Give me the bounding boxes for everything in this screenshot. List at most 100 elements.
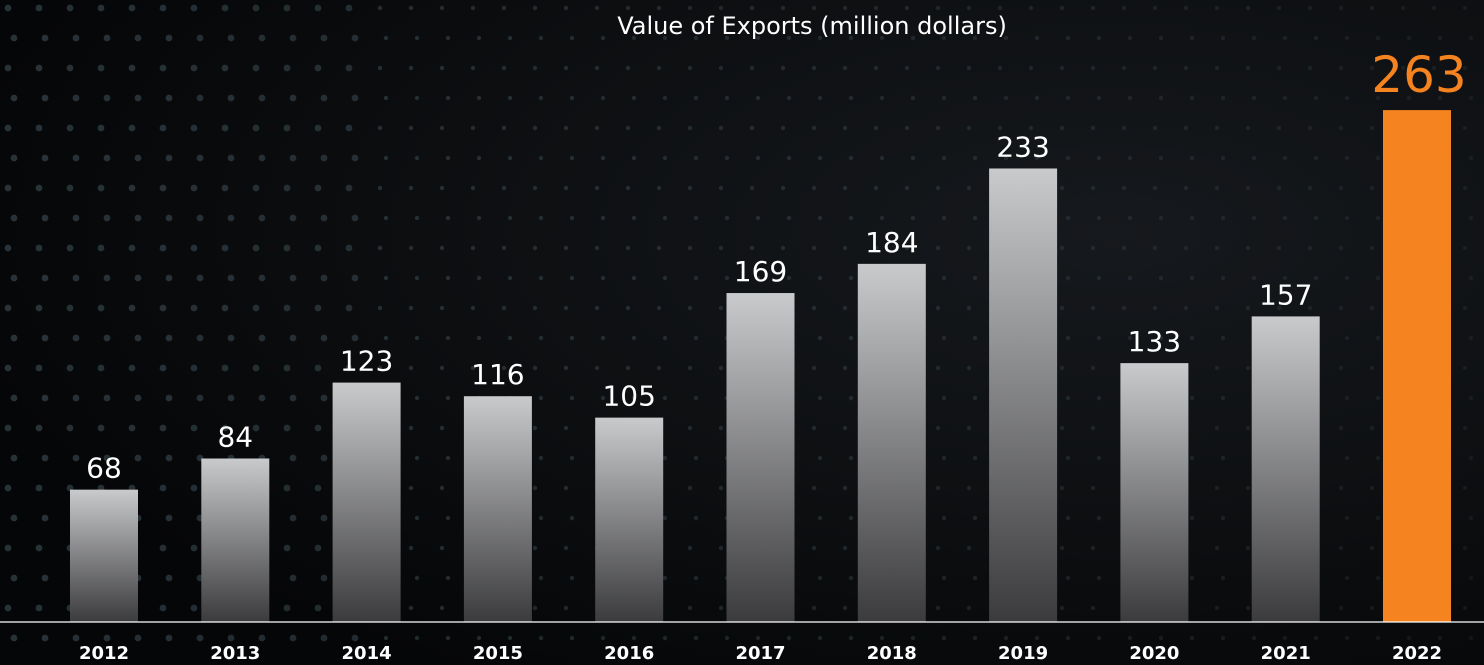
background-dot xyxy=(1189,395,1195,401)
background-dot xyxy=(103,274,111,282)
background-dot xyxy=(997,125,1003,131)
background-dot xyxy=(314,244,322,252)
background-dot xyxy=(1282,275,1288,281)
background-dot xyxy=(408,305,414,311)
background-dot xyxy=(1096,455,1102,461)
background-dot xyxy=(227,394,235,402)
background-dot xyxy=(1468,335,1474,341)
background-dot xyxy=(656,365,662,371)
background-dot xyxy=(439,245,445,251)
background-dot xyxy=(848,95,854,101)
background-dot xyxy=(873,65,879,71)
background-dot xyxy=(693,215,699,221)
background-dot xyxy=(1344,575,1350,581)
background-dot xyxy=(563,305,569,311)
background-dot xyxy=(165,214,173,222)
background-dot xyxy=(103,34,111,42)
background-dot xyxy=(966,305,972,311)
background-dot xyxy=(656,125,662,131)
background-dot xyxy=(997,5,1003,11)
background-dot xyxy=(159,544,167,552)
background-dot xyxy=(662,335,668,341)
background-dot xyxy=(532,545,538,551)
background-dot xyxy=(252,364,260,372)
background-dot xyxy=(563,485,569,491)
background-dot xyxy=(532,185,538,191)
background-dot xyxy=(1406,95,1412,101)
background-dot xyxy=(414,275,420,281)
background-dot xyxy=(134,214,142,222)
background-dot xyxy=(1189,575,1195,581)
background-dot xyxy=(1338,605,1344,611)
background-dot xyxy=(258,274,266,282)
background-dot xyxy=(408,5,414,11)
background-dot xyxy=(41,94,49,102)
background-dot xyxy=(377,185,383,191)
background-dot xyxy=(470,305,476,311)
background-dot xyxy=(258,34,266,42)
background-dot xyxy=(1462,545,1468,551)
background-dot xyxy=(1468,35,1474,41)
background-dot xyxy=(842,245,848,251)
background-dot xyxy=(66,124,74,132)
background-dot xyxy=(848,275,854,281)
background-dot xyxy=(159,424,167,432)
background-dot xyxy=(97,4,105,12)
background-dot xyxy=(258,154,266,162)
background-dot xyxy=(935,605,941,611)
background-dot xyxy=(532,245,538,251)
background-dot xyxy=(1065,155,1071,161)
background-dot xyxy=(41,394,49,402)
background-dot xyxy=(693,455,699,461)
background-dot xyxy=(1034,95,1040,101)
background-dot xyxy=(718,185,724,191)
background-dot xyxy=(724,275,730,281)
background-dot xyxy=(817,155,823,161)
background-dot xyxy=(662,155,668,161)
background-dot xyxy=(842,185,848,191)
background-dot xyxy=(190,484,198,492)
background-dot xyxy=(662,635,668,641)
background-dot xyxy=(1375,335,1381,341)
background-dot xyxy=(842,545,848,551)
background-dot xyxy=(1214,605,1220,611)
background-dot xyxy=(377,5,383,11)
background-dot xyxy=(159,604,167,612)
background-dot xyxy=(755,35,761,41)
background-dot xyxy=(1065,635,1071,641)
bar-2014 xyxy=(332,382,401,622)
background-dot xyxy=(221,4,229,12)
background-dot xyxy=(538,455,544,461)
background-dot xyxy=(817,635,823,641)
background-dot xyxy=(563,5,569,11)
background-dot xyxy=(314,64,322,72)
background-dot xyxy=(1096,395,1102,401)
background-dot xyxy=(879,215,885,221)
background-dot xyxy=(1338,245,1344,251)
background-dot xyxy=(594,65,600,71)
background-dot xyxy=(532,425,538,431)
background-dot xyxy=(128,244,136,252)
background-dot xyxy=(941,395,947,401)
background-dot xyxy=(1338,425,1344,431)
background-dot xyxy=(414,35,420,41)
background-dot xyxy=(289,514,297,522)
x-tick-label-2016: 2016 xyxy=(604,643,654,664)
background-dot xyxy=(283,124,291,132)
background-dot xyxy=(532,125,538,131)
background-dot xyxy=(786,275,792,281)
background-dot xyxy=(165,274,173,282)
background-dot xyxy=(4,244,12,252)
background-dot xyxy=(190,244,198,252)
background-dot xyxy=(1034,635,1040,641)
background-dot xyxy=(848,395,854,401)
background-dot xyxy=(1220,275,1226,281)
background-dot xyxy=(97,64,105,72)
background-dot xyxy=(408,605,414,611)
background-dot xyxy=(594,305,600,311)
background-dot xyxy=(1468,155,1474,161)
background-dot xyxy=(1220,215,1226,221)
background-dot xyxy=(594,5,600,11)
background-dot xyxy=(600,95,606,101)
background-dot xyxy=(1251,635,1257,641)
